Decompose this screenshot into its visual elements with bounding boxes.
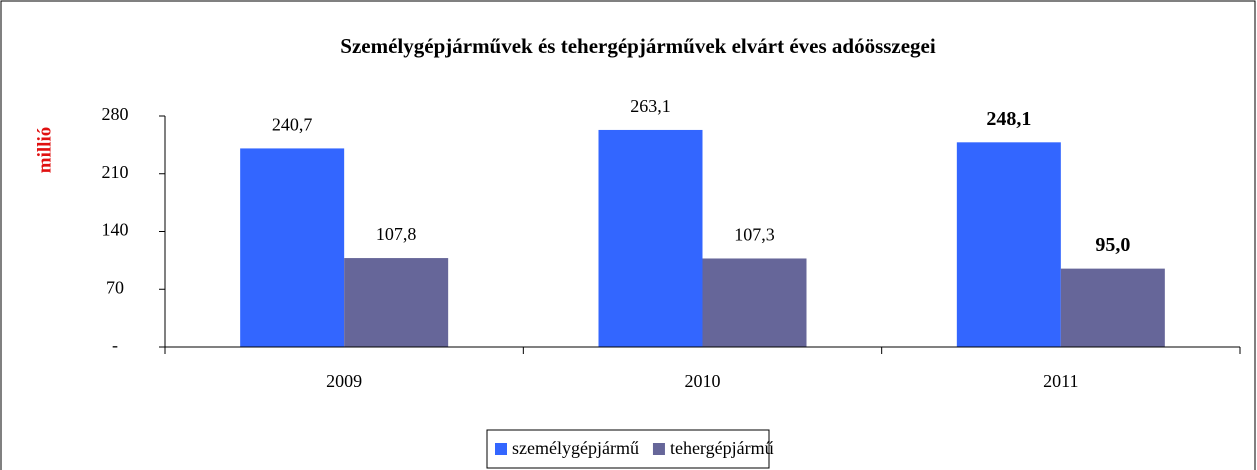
legend-swatch: [495, 443, 507, 455]
y-tick-label: 70: [106, 277, 124, 297]
y-axis-label: millió: [34, 127, 55, 173]
y-tick-label: 140: [102, 220, 129, 240]
bar: [344, 258, 449, 347]
legend-box: [486, 429, 770, 469]
value-label: 95,0: [1095, 234, 1130, 256]
legend-swatch: [652, 443, 665, 455]
y-tick-label: 280: [102, 104, 129, 124]
y-tick-label: 210: [102, 162, 129, 182]
y-tick-label: -: [112, 335, 118, 355]
value-label: 240,7: [272, 115, 313, 135]
legend-label: személygépjármű: [512, 438, 639, 458]
value-label: 248,1: [986, 108, 1031, 130]
bar: [1060, 268, 1165, 347]
legend-label: tehergépjármű: [670, 438, 774, 458]
x-tick-label: 2010: [685, 371, 721, 391]
value-label: 107,3: [734, 225, 775, 245]
bar: [240, 148, 345, 347]
bar: [598, 129, 703, 347]
bar: [956, 142, 1061, 347]
chart-title: Személygépjárművek és tehergépjárművek e…: [340, 34, 936, 58]
x-tick-label: 2009: [326, 371, 362, 391]
x-tick-label: 2011: [1043, 371, 1078, 391]
value-label: 107,8: [376, 224, 417, 244]
bar: [702, 258, 807, 347]
value-label: 263,1: [630, 96, 671, 116]
